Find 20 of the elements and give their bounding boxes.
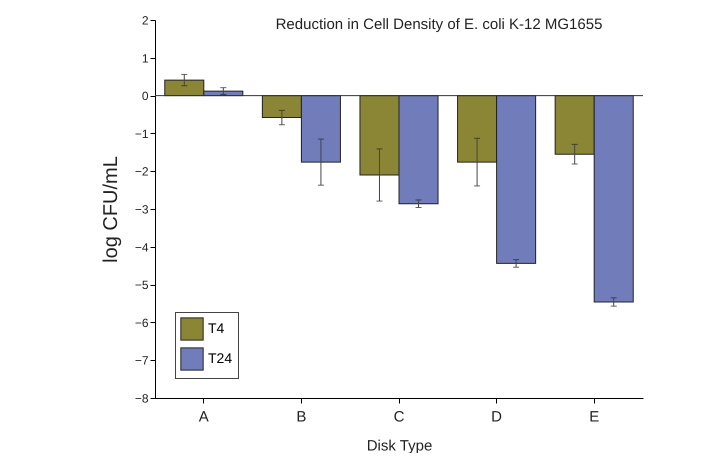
y-tick-label: −3: [134, 202, 149, 216]
y-tick-label: 0: [142, 89, 149, 104]
x-tick-label: E: [589, 408, 600, 426]
y-tick-label: −8: [134, 392, 149, 406]
y-tick-label: 1: [142, 51, 149, 66]
legend-label: T4: [208, 320, 225, 336]
y-tick-label: −1: [134, 126, 149, 141]
y-tick-label: −4: [134, 240, 149, 254]
x-tick-label: A: [198, 408, 209, 426]
y-axis-title: log CFU/mL: [100, 156, 122, 263]
x-tick-label: C: [394, 408, 405, 426]
y-tick-label: −6: [134, 316, 149, 330]
x-tick-label: D: [491, 408, 502, 426]
x-tick-label: B: [296, 408, 306, 426]
legend-label: T24: [208, 350, 232, 366]
y-tick-label: −5: [134, 278, 149, 292]
chart-title: Reduction in Cell Density of E. coli K-12 MG1655: [276, 16, 602, 33]
y-tick-label: −7: [134, 354, 149, 368]
y-tick-label: −2: [134, 164, 149, 179]
y-tick-label: 2: [142, 14, 149, 28]
